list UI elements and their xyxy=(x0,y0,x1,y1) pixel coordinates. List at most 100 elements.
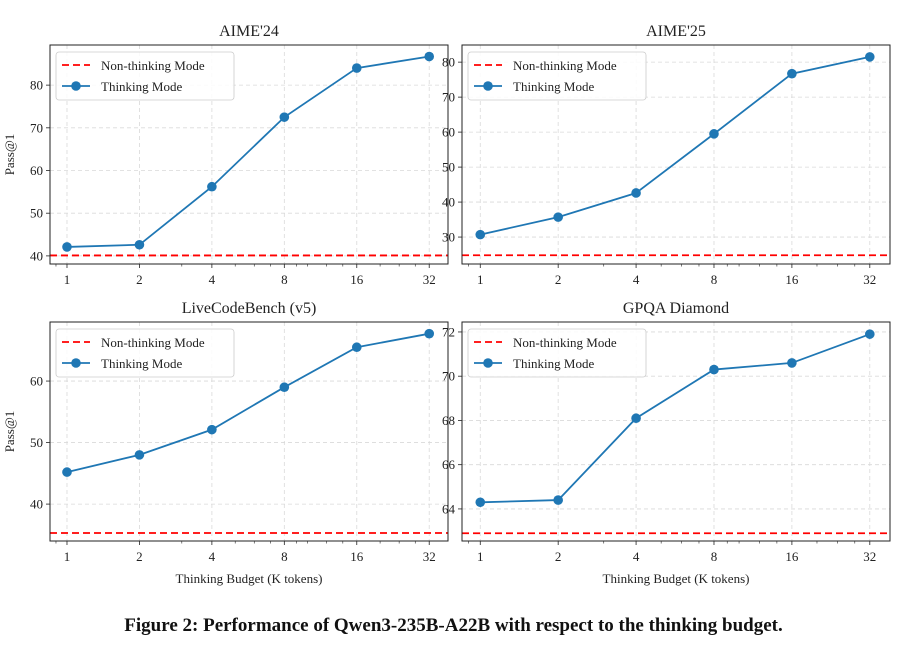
plot-frame xyxy=(461,44,891,265)
y-tick-label: 40 xyxy=(30,497,43,512)
x-tick-label: 2 xyxy=(555,272,562,287)
thinking-mode-point xyxy=(475,229,486,240)
y-tick-label: 70 xyxy=(442,369,455,384)
legend-label-thinking: Thinking Mode xyxy=(101,356,182,371)
legend-box xyxy=(55,328,235,378)
y-tick-label: 40 xyxy=(30,248,43,263)
x-tick-label: 4 xyxy=(209,272,216,287)
x-tick-label: 32 xyxy=(863,549,876,564)
x-tick-label: 16 xyxy=(785,272,799,287)
thinking-mode-line xyxy=(480,333,871,504)
thinking-mode-point xyxy=(134,450,145,460)
thinking-mode-point xyxy=(62,467,72,477)
x-tick-label: 32 xyxy=(423,272,436,287)
legend-marker-thinking xyxy=(71,81,81,91)
legend-label-non-thinking: Non-thinking Mode xyxy=(513,58,617,73)
y-tick-label: 30 xyxy=(442,230,455,245)
thinking-mode-point xyxy=(134,239,145,250)
legend: Non-thinking Mode Thinking Mode xyxy=(467,328,647,378)
thinking-mode-point xyxy=(865,52,875,62)
legend-label-thinking: Thinking Mode xyxy=(513,79,594,94)
legend-marker-thinking xyxy=(483,81,493,91)
x-tick-label: 32 xyxy=(423,549,436,564)
thinking-mode-point xyxy=(424,51,435,62)
plot-frame xyxy=(461,321,891,542)
thinking-mode-point xyxy=(787,358,797,368)
legend-box xyxy=(55,51,235,101)
legend-marker-thinking xyxy=(483,358,493,368)
thinking-mode-point xyxy=(631,413,641,424)
y-tick-label: 66 xyxy=(442,457,456,472)
y-tick-label: 50 xyxy=(30,435,43,450)
thinking-mode-point xyxy=(279,382,290,393)
x-tick-label: 8 xyxy=(281,272,288,287)
thinking-mode-line xyxy=(66,332,430,473)
y-tick-label: 80 xyxy=(442,55,455,70)
thinking-mode-point xyxy=(475,497,486,508)
x-tick-label: 2 xyxy=(136,272,143,287)
subplot-title: AIME'25 xyxy=(646,23,706,40)
x-tick-label: 1 xyxy=(64,272,71,287)
legend-label-non-thinking: Non-thinking Mode xyxy=(101,58,205,73)
legend-label-thinking: Thinking Mode xyxy=(513,356,594,371)
legend-marker-thinking xyxy=(71,358,81,368)
y-tick-label: 50 xyxy=(442,160,455,175)
x-tick-label: 16 xyxy=(350,549,364,564)
y-tick-label: 70 xyxy=(442,90,455,105)
thinking-mode-line xyxy=(480,56,870,236)
legend: Non-thinking Mode Thinking Mode xyxy=(467,51,647,101)
y-axis-label: Pass@1 xyxy=(2,134,17,176)
plot-frame xyxy=(49,321,449,542)
x-tick-label: 2 xyxy=(555,549,562,564)
thinking-mode-point xyxy=(553,212,563,222)
subplot-0: 1 2 4 8 16 32 40 50 60 70 80 AIME'24 Pass@1 Non-think… xyxy=(2,23,449,287)
thinking-mode-point xyxy=(62,242,72,252)
x-tick-label: 32 xyxy=(863,272,876,287)
y-tick-label: 40 xyxy=(442,195,455,210)
legend: Non-thinking Mode Thinking Mode xyxy=(55,51,235,101)
thinking-mode-point xyxy=(351,342,362,353)
x-tick-label: 8 xyxy=(711,549,718,564)
y-tick-label: 68 xyxy=(442,413,455,428)
plot-frame xyxy=(49,44,449,265)
x-tick-label: 1 xyxy=(64,549,71,564)
x-tick-label: 4 xyxy=(209,549,216,564)
y-tick-label: 60 xyxy=(30,163,43,178)
thinking-mode-point xyxy=(709,129,719,139)
thinking-mode-point xyxy=(553,495,563,505)
legend-label-thinking: Thinking Mode xyxy=(101,79,182,94)
x-axis-label: Thinking Budget (K tokens) xyxy=(603,571,750,586)
y-tick-label: 60 xyxy=(30,374,43,389)
thinking-mode-point xyxy=(787,68,797,79)
thinking-mode-point xyxy=(207,424,217,435)
x-tick-label: 4 xyxy=(633,549,640,564)
legend-label-non-thinking: Non-thinking Mode xyxy=(513,335,617,350)
legend-label-non-thinking: Non-thinking Mode xyxy=(101,335,205,350)
subplot-title: LiveCodeBench (v5) xyxy=(182,300,317,317)
thinking-mode-point xyxy=(709,364,719,375)
x-tick-label: 1 xyxy=(477,549,484,564)
thinking-mode-point xyxy=(207,181,217,192)
x-tick-label: 4 xyxy=(633,272,640,287)
thinking-mode-point xyxy=(351,63,362,73)
thinking-mode-point xyxy=(279,112,290,122)
y-axis-label: Pass@1 xyxy=(2,411,17,453)
thinking-mode-point xyxy=(424,328,435,339)
y-tick-label: 80 xyxy=(30,78,43,93)
x-tick-label: 16 xyxy=(350,272,364,287)
thinking-mode-point xyxy=(631,188,641,198)
y-tick-label: 64 xyxy=(442,501,456,516)
legend-box xyxy=(467,328,647,378)
subplot-3: 1 2 4 8 16 32 64 66 68 70 72 GPQA Diamond Thinking B… xyxy=(442,300,891,586)
subplot-title: AIME'24 xyxy=(219,23,279,40)
subplot-title: GPQA Diamond xyxy=(623,300,729,317)
subplot-2: 1 2 4 8 16 32 40 50 60 LiveCodeBench (v5) Pass@1 Th… xyxy=(2,300,449,586)
y-tick-label: 60 xyxy=(442,125,455,140)
thinking-mode-point xyxy=(865,329,875,339)
x-tick-label: 2 xyxy=(136,549,143,564)
subplot-1: 1 2 4 8 16 32 30 40 50 60 70 80 AIME'25 Non-thinking … xyxy=(442,23,891,287)
y-tick-label: 50 xyxy=(30,206,43,221)
figure-caption: Figure 2: Performance of Qwen3-235B-A22B… xyxy=(124,615,783,636)
x-axis-label: Thinking Budget (K tokens) xyxy=(176,571,323,586)
